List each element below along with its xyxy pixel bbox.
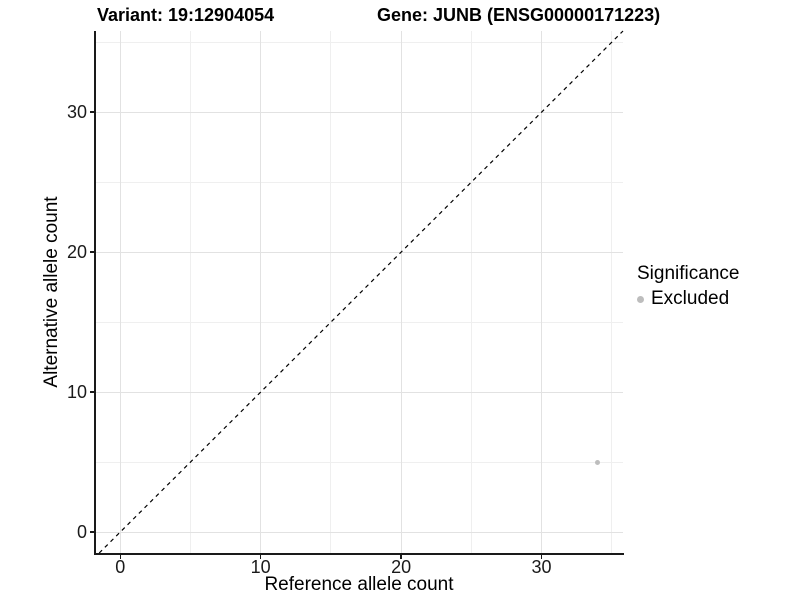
y-tick-label-30: 30 bbox=[66, 102, 87, 123]
y-tick-label-20: 20 bbox=[66, 242, 87, 263]
legend-point-icon bbox=[637, 295, 644, 303]
y-tick-10 bbox=[89, 391, 94, 393]
x-tick-label-30: 30 bbox=[531, 557, 552, 577]
x-tick-10 bbox=[259, 554, 262, 559]
x-tick-label-0: 0 bbox=[115, 557, 126, 577]
y-axis-title: Alternative allele count bbox=[41, 196, 62, 388]
x-axis-line bbox=[94, 553, 624, 555]
y-tick-20 bbox=[89, 251, 94, 253]
plot-title-variant: Variant: 19:12904054 bbox=[97, 5, 275, 25]
x-tick-label-10: 10 bbox=[250, 557, 271, 577]
plot-title-gene: Gene: JUNB (ENSG00000171223) bbox=[377, 5, 661, 25]
y-axis-line bbox=[94, 31, 96, 554]
x-axis-title: Reference allele count bbox=[264, 574, 454, 595]
x-tick-30 bbox=[540, 554, 543, 559]
legend: Significance Excluded bbox=[637, 263, 739, 310]
y-tick-label-0: 0 bbox=[76, 522, 87, 542]
legend-item-label: Excluded bbox=[651, 288, 730, 309]
legend-title: Significance bbox=[637, 263, 740, 284]
y-tick-30 bbox=[89, 111, 94, 113]
x-tick-20 bbox=[400, 554, 402, 559]
x-tick-0 bbox=[119, 554, 122, 559]
y-tick-label-10: 10 bbox=[66, 382, 87, 403]
data-point-excluded bbox=[595, 459, 601, 465]
legend-item-excluded: Excluded bbox=[637, 288, 739, 310]
y-tick-0 bbox=[89, 531, 94, 533]
x-tick-label-20: 20 bbox=[391, 557, 412, 577]
